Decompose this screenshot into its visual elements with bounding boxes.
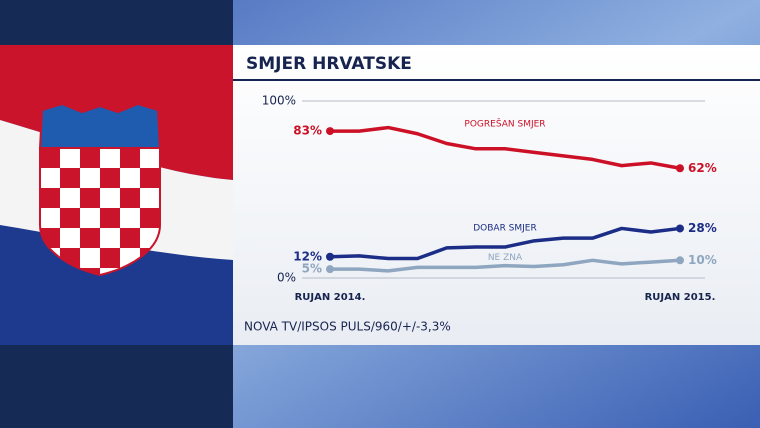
series-line	[329, 226, 681, 261]
flag	[0, 45, 233, 345]
end-dot	[326, 252, 334, 261]
y-tick-label: 100%	[262, 94, 296, 108]
value-label: 5%	[302, 262, 322, 276]
chart-title: SMJER HRVATSKE	[246, 54, 412, 74]
y-tick-label: 0%	[277, 271, 296, 285]
series-label: POGREŠAN SMJER	[464, 117, 545, 129]
end-dot	[326, 265, 334, 274]
chart-card	[233, 45, 760, 345]
x-tick-label: RUJAN 2015.	[645, 292, 716, 303]
value-label: 10%	[688, 253, 717, 267]
value-label: 62%	[688, 161, 717, 175]
value-label: 83%	[293, 124, 322, 138]
end-dot	[676, 256, 684, 265]
x-tick-label: RUJAN 2014.	[295, 292, 366, 303]
end-dot	[326, 127, 334, 136]
series-label: NE ZNA	[488, 253, 523, 263]
value-label: 28%	[688, 221, 717, 235]
series-line	[330, 125, 681, 170]
series-label: DOBAR SMJER	[473, 224, 537, 234]
end-dot	[676, 224, 684, 233]
value-label: 12%	[293, 249, 322, 263]
end-dot	[676, 164, 684, 173]
series-line	[330, 258, 681, 273]
source: NOVA TV/IPSOS PULS/960/+/-3,3%	[244, 320, 451, 334]
